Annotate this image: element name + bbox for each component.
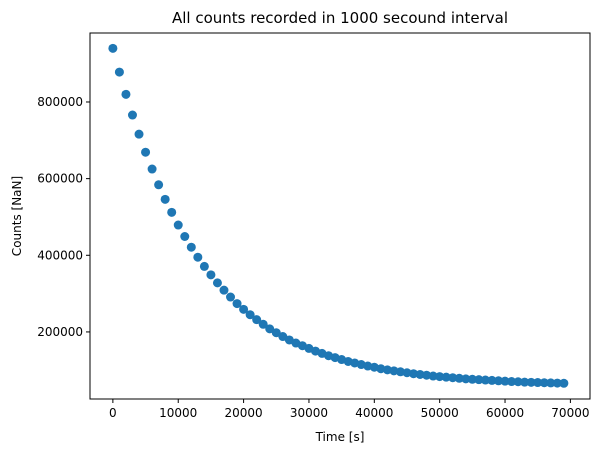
data-point: [271, 328, 281, 338]
data-point: [108, 43, 118, 53]
data-point: [147, 164, 157, 174]
data-point: [186, 242, 196, 252]
data-point: [467, 374, 477, 384]
data-point: [127, 110, 137, 120]
y-tick-label: 200000: [37, 325, 83, 339]
data-point: [546, 378, 556, 388]
data-point: [500, 376, 510, 386]
data-point: [141, 147, 151, 157]
data-point: [454, 373, 464, 383]
x-tick-label: 70000: [551, 406, 589, 420]
data-point: [245, 310, 255, 320]
data-point: [199, 261, 209, 271]
data-point: [428, 371, 438, 381]
x-tick-label: 40000: [355, 406, 393, 420]
data-point: [226, 292, 236, 302]
data-point: [121, 89, 131, 99]
data-point: [212, 278, 222, 288]
data-point: [114, 67, 124, 77]
data-point: [533, 378, 543, 388]
data-point: [180, 232, 190, 241]
data-point: [252, 315, 262, 325]
data-point: [219, 285, 229, 295]
data-point: [441, 372, 451, 382]
data-point: [415, 369, 425, 379]
data-point: [559, 378, 569, 388]
data-point: [193, 252, 203, 262]
data-point: [154, 180, 164, 190]
data-point: [160, 194, 170, 204]
data-point: [258, 319, 268, 329]
x-axis-label: Time [s]: [315, 430, 365, 444]
x-tick-label: 60000: [486, 406, 524, 420]
chart-title: All counts recorded in 1000 secound inte…: [172, 9, 508, 27]
x-tick-label: 0: [109, 406, 117, 420]
x-axis: 0 10000 20000 30000 40000 50000 60000 70000: [109, 399, 589, 420]
y-tick-label: 600000: [37, 172, 83, 186]
data-point: [552, 378, 562, 388]
data-point: [206, 270, 216, 280]
axes-frame: [89, 32, 591, 400]
y-axis: 200000 400000 600000 800000: [37, 95, 90, 339]
data-point: [487, 375, 497, 385]
data-point: [526, 377, 536, 387]
data-point: [539, 378, 549, 388]
y-tick-label: 400000: [37, 248, 83, 262]
y-axis-label: Counts [NaN]: [10, 176, 24, 256]
data-point: [520, 377, 530, 387]
x-tick-label: 10000: [159, 406, 197, 420]
data-point: [409, 369, 419, 379]
x-tick-label: 30000: [290, 406, 328, 420]
data-point: [265, 324, 275, 334]
data-point: [435, 372, 445, 382]
data-point: [507, 377, 517, 387]
data-point: [167, 207, 177, 217]
data-point: [513, 377, 523, 387]
data-point: [232, 299, 242, 309]
data-point: [461, 374, 471, 384]
data-point: [474, 375, 484, 385]
data-point: [422, 370, 432, 380]
data-point: [480, 375, 490, 385]
data-point: [448, 373, 458, 383]
data-point: [134, 129, 144, 139]
data-point: [173, 220, 183, 230]
x-tick-label: 50000: [421, 406, 459, 420]
y-tick-label: 800000: [37, 95, 83, 109]
data-point: [494, 376, 503, 386]
data-point: [239, 304, 249, 314]
x-tick-label: 20000: [225, 406, 263, 420]
plot-area: [108, 43, 569, 388]
